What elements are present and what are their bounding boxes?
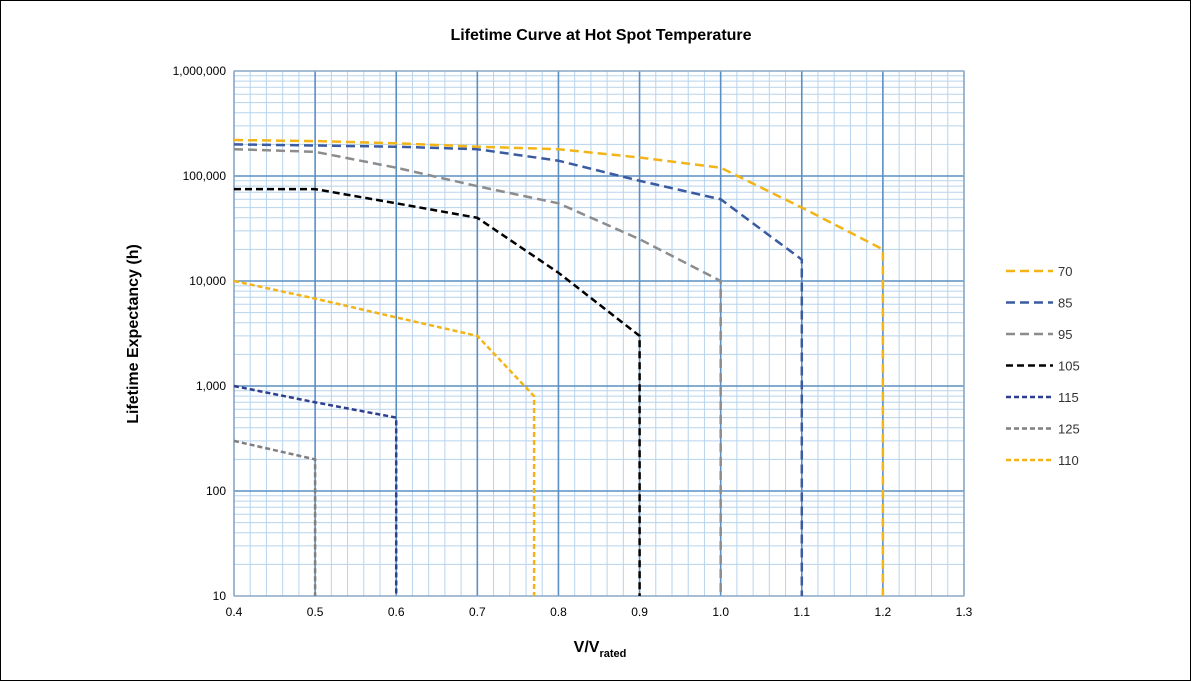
y-tick-label: 1,000 <box>196 379 226 393</box>
y-tick-label: 100,000 <box>183 169 227 183</box>
y-axis-title: Lifetime Expectancy (h) <box>125 244 142 424</box>
y-tick-label: 100 <box>206 484 226 498</box>
y-tick-label: 10,000 <box>189 274 226 288</box>
y-tick-label: 10 <box>213 589 227 603</box>
legend-label-105: 105 <box>1058 359 1080 374</box>
x-axis-title-subscript: rated <box>599 648 626 660</box>
x-tick-label: 0.9 <box>631 605 648 619</box>
legend-label-70: 70 <box>1058 264 1072 279</box>
legend-label-95: 95 <box>1058 327 1072 342</box>
x-tick-label: 0.8 <box>550 605 567 619</box>
series-line-110 <box>233 279 536 596</box>
minor-grid <box>233 71 965 596</box>
x-tick-label: 0.4 <box>226 605 243 619</box>
x-tick-label: 0.7 <box>469 605 486 619</box>
series-line-125 <box>233 439 317 596</box>
series-line-115 <box>233 384 398 596</box>
x-tick-label: 1.0 <box>712 605 729 619</box>
series-layer <box>233 138 885 596</box>
legend-label-115: 115 <box>1058 390 1079 405</box>
x-tick-label: 1.2 <box>875 605 892 619</box>
x-tick-label: 1.3 <box>956 605 973 619</box>
x-axis-title-main: V/V <box>574 639 600 656</box>
y-tick-labels: 10 100 1,000 10,000 100,000 1,000,000 <box>173 64 227 603</box>
x-tick-label: 1.1 <box>793 605 810 619</box>
legend: 70 85 95 105 115 125 110 <box>1006 264 1080 468</box>
major-grid <box>233 70 965 597</box>
plot-area-border <box>233 70 965 597</box>
series-line-85 <box>233 143 804 596</box>
x-axis-title: V/Vrated <box>574 639 627 660</box>
legend-label-85: 85 <box>1058 296 1072 311</box>
series-line-105 <box>234 187 641 596</box>
x-tick-label: 0.5 <box>307 605 324 619</box>
x-tick-label: 0.6 <box>388 605 405 619</box>
legend-label-125: 125 <box>1058 422 1080 437</box>
legend-label-110: 110 <box>1058 453 1079 468</box>
x-tick-labels: 0.4 0.5 0.6 0.7 0.8 0.9 1.0 1.1 1.2 1.3 <box>226 605 973 619</box>
series-line-70 <box>233 138 885 596</box>
y-tick-label: 1,000,000 <box>173 64 227 78</box>
series-line-95 <box>233 147 722 596</box>
chart-title: Lifetime Curve at Hot Spot Temperature <box>450 27 751 44</box>
